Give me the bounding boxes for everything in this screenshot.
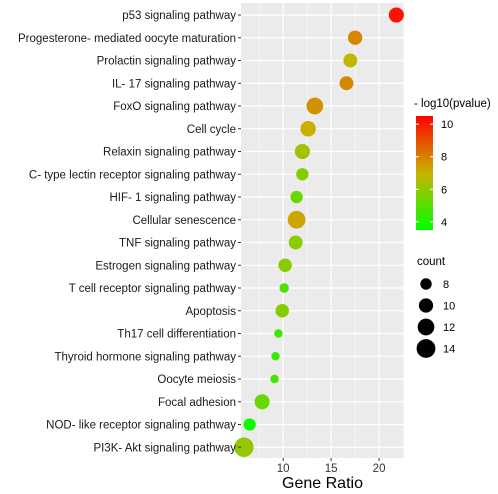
size-legend: count 8 10 12 14 — [416, 256, 455, 358]
data-point — [294, 143, 310, 160]
y-tick-label: Progesterone- mediated oocyte maturation — [18, 33, 236, 45]
color-bar-tick-label: 4 — [441, 217, 447, 229]
size-legend-title: count — [417, 256, 446, 268]
data-point — [271, 352, 280, 361]
color-bar-tick-label: 6 — [441, 184, 447, 196]
data-point — [279, 283, 289, 293]
data-point — [274, 329, 283, 338]
y-tick-label: HIF- 1 signaling pathway — [109, 192, 236, 204]
color-bar-ticks: 4 6 8 10 — [416, 119, 453, 229]
size-legend-dot — [416, 339, 436, 358]
data-point — [296, 168, 309, 181]
color-bar-tick-label: 8 — [441, 152, 447, 164]
y-tick-label: Relaxin signaling pathway — [103, 147, 236, 159]
plot-panel — [241, 3, 404, 458]
size-legend-label: 14 — [443, 344, 455, 356]
data-point — [300, 121, 316, 137]
data-point — [275, 303, 289, 318]
color-bar-tick-label: 10 — [441, 119, 453, 131]
y-tick-label: PI3K- Akt signaling pathway — [93, 442, 236, 454]
x-axis-ticks: 10 15 20 — [277, 458, 386, 475]
x-tick-label: 20 — [373, 463, 386, 475]
data-point — [288, 235, 303, 250]
data-point — [243, 418, 256, 431]
y-tick-label: Prolactin signaling pathway — [97, 56, 237, 68]
y-tick-label: FoxO signaling pathway — [113, 101, 236, 113]
size-legend-label: 10 — [443, 301, 455, 313]
data-points — [234, 7, 404, 457]
data-point — [306, 97, 324, 115]
x-tick-label: 15 — [325, 463, 338, 475]
y-axis-labels: p53 signaling pathway Progesterone- media… — [18, 10, 241, 454]
y-tick-label: Estrogen signaling pathway — [95, 260, 236, 272]
y-tick-label: p53 signaling pathway — [122, 10, 236, 22]
data-point — [287, 210, 306, 229]
size-legend-label: 12 — [443, 322, 455, 334]
y-tick-label: NOD- like receptor signaling pathway — [46, 420, 236, 432]
color-legend-title: - log10(pvalue) — [414, 98, 491, 110]
color-legend: - log10(pvalue) 4 6 8 10 — [414, 98, 491, 230]
x-tick-label: 10 — [277, 463, 290, 475]
y-tick-label: Focal adhesion — [158, 397, 236, 409]
size-legend-dot — [418, 298, 434, 313]
y-tick-label: Cellular senescence — [132, 215, 236, 227]
y-tick-label: Th17 cell differentiation — [117, 329, 236, 341]
y-tick-label: Oocyte meiosis — [157, 374, 236, 386]
data-point — [347, 30, 363, 45]
size-legend-dot — [420, 278, 432, 290]
data-point — [254, 394, 270, 410]
y-tick-label: C- type lectin receptor signaling pathwa… — [29, 169, 236, 181]
data-point — [270, 374, 279, 384]
size-legend-label: 8 — [443, 279, 449, 291]
y-tick-label: IL- 17 signaling pathway — [112, 78, 236, 90]
data-point — [388, 7, 404, 23]
data-point — [290, 190, 303, 204]
color-bar — [416, 116, 433, 230]
data-point — [343, 53, 358, 68]
y-tick-label: Thyroid hormone signaling pathway — [54, 351, 236, 363]
data-point — [234, 437, 254, 457]
data-point — [339, 76, 354, 91]
y-tick-label: Cell cycle — [187, 124, 236, 136]
data-point — [278, 258, 292, 273]
grid-lines — [241, 3, 404, 458]
x-axis-label: Gene Ratio — [282, 475, 363, 492]
size-legend-items: 8 10 12 14 — [416, 278, 455, 358]
y-tick-label: T cell receptor signaling pathway — [69, 283, 237, 295]
size-legend-dot — [417, 318, 435, 336]
y-tick-label: Apoptosis — [185, 306, 236, 318]
y-tick-label: TNF signaling pathway — [119, 238, 236, 250]
